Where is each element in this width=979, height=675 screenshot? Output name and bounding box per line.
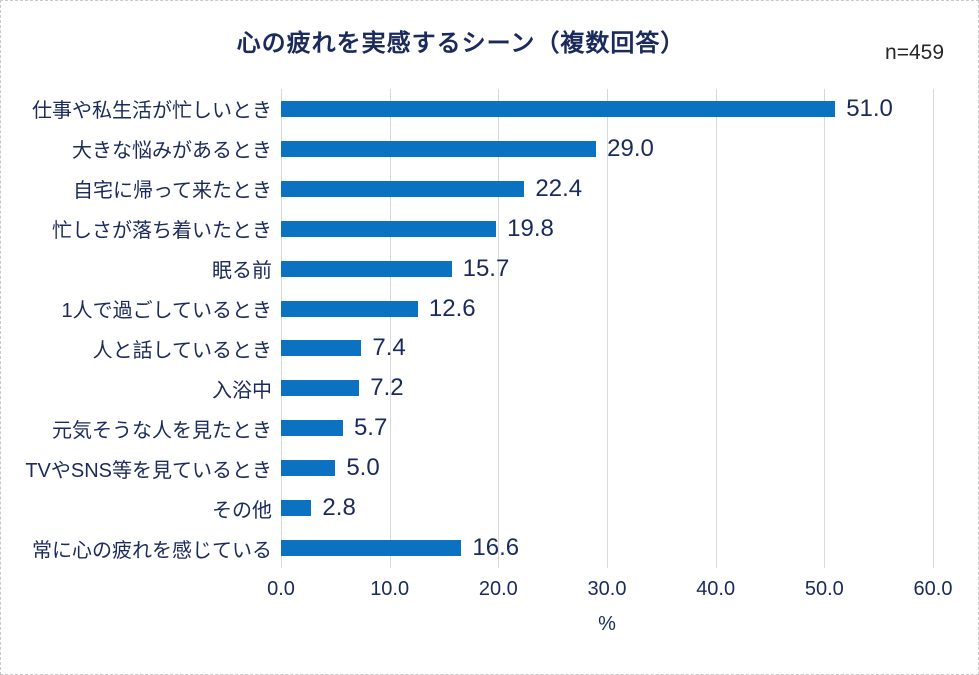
x-axis-tick-label: 50.0 (804, 578, 844, 600)
bar (281, 300, 418, 317)
bar-row: 1人で過ごしているとき 12.6 (1, 289, 978, 329)
bar (281, 460, 336, 477)
gridline (824, 89, 826, 568)
category-label: 1人で過ごしているとき (61, 300, 272, 323)
bar-row: 常に心の疲れを感じている 16.6 (1, 528, 978, 568)
bar-value-label: 12.6 (428, 294, 476, 322)
x-axis-tick-label: 30.0 (587, 578, 627, 600)
category-label: 大きな悩みがあるとき (72, 140, 272, 163)
x-axis-unit-label: % (598, 613, 616, 635)
bar-rows: 仕事や私生活が忙しいとき 51.0 大きな悩みがあるとき 29.0 自宅に帰って来たとき… (1, 89, 978, 568)
gridline (498, 89, 500, 568)
bar-track: 12.6 (281, 289, 933, 329)
chart-title: 心の疲れを実感するシーン（複数回答） (236, 30, 686, 57)
bar-row: 自宅に帰って来たとき 22.4 (1, 169, 978, 209)
bar (281, 180, 525, 197)
bar-value-label: 16.6 (472, 534, 520, 562)
gridline (389, 89, 391, 568)
bar-row: 眠る前 15.7 (1, 249, 978, 289)
bar-row: その他 2.8 (1, 488, 978, 528)
x-axis-tick-label: 10.0 (370, 578, 410, 600)
category-label: 人と話しているとき (92, 339, 272, 362)
category-label: 元気そうな人を見たとき (52, 419, 272, 442)
bar-value-label: 5.0 (346, 454, 380, 482)
bar-track: 7.4 (281, 329, 933, 369)
bar-track: 29.0 (281, 129, 933, 169)
bar-row: 人と話しているとき 7.4 (1, 329, 978, 369)
bar (281, 220, 497, 237)
bar-value-label: 7.2 (370, 374, 404, 402)
bar-track: 16.6 (281, 528, 933, 568)
x-axis-tick-label: 40.0 (696, 578, 736, 600)
bar-row: 忙しさが落ち着いたとき 19.8 (1, 209, 978, 249)
x-axis-tick-label: 0.0 (267, 578, 295, 600)
bar-value-label: 51.0 (846, 94, 893, 122)
bar-value-label: 7.4 (372, 334, 406, 362)
category-label: 仕事や私生活が忙しいとき (32, 100, 272, 123)
bar (281, 500, 312, 517)
bar-track: 22.4 (281, 169, 933, 209)
bar-value-label: 19.8 (507, 214, 554, 242)
bar-value-label: 5.7 (353, 414, 388, 442)
bar-track: 51.0 (281, 89, 933, 129)
gridline (607, 89, 608, 568)
bar-track: 15.7 (281, 249, 933, 289)
bar (281, 340, 362, 357)
bar-row: 入浴中 7.2 (1, 368, 978, 408)
bar-track: 2.8 (281, 488, 933, 528)
bar-value-label: 29.0 (607, 134, 654, 162)
bar-track: 7.2 (281, 368, 933, 408)
category-label: 眠る前 (212, 260, 272, 283)
bar-track: 5.0 (281, 448, 933, 488)
gridline (281, 89, 282, 568)
category-label: 忙しさが落ち着いたとき (52, 220, 272, 243)
bar-row: 元気そうな人を見たとき 5.7 (1, 408, 978, 448)
bar (281, 420, 343, 437)
bar-value-label: 2.8 (322, 494, 356, 522)
gridline (933, 89, 934, 568)
category-label: 常に心の疲れを感じている (32, 539, 272, 562)
category-label: 自宅に帰って来たとき (73, 180, 272, 203)
plot-gridlines (281, 89, 934, 568)
bar-row: 大きな悩みがあるとき 29.0 (1, 129, 978, 169)
bar-row: 仕事や私生活が忙しいとき 51.0 (1, 89, 978, 129)
x-axis-tick-label: 60.0 (913, 578, 953, 600)
bar (281, 140, 597, 157)
category-label: その他 (212, 499, 272, 522)
bar-value-label: 15.7 (462, 254, 510, 282)
bar-track: 19.8 (281, 209, 933, 249)
category-label: TVやSNS等を見ているとき (25, 459, 272, 482)
category-label: 入浴中 (212, 379, 272, 402)
bar (281, 380, 360, 397)
sample-size-label: n=459 (885, 41, 944, 64)
x-axis-tick-label: 20.0 (478, 578, 518, 600)
gridline (715, 89, 717, 568)
bar (281, 260, 452, 277)
bar-value-label: 22.4 (535, 174, 583, 202)
bar-track: 5.7 (281, 408, 933, 448)
bar (281, 100, 836, 117)
bar-row: TVやSNS等を見ているとき 5.0 (1, 448, 978, 488)
bar (281, 540, 462, 557)
